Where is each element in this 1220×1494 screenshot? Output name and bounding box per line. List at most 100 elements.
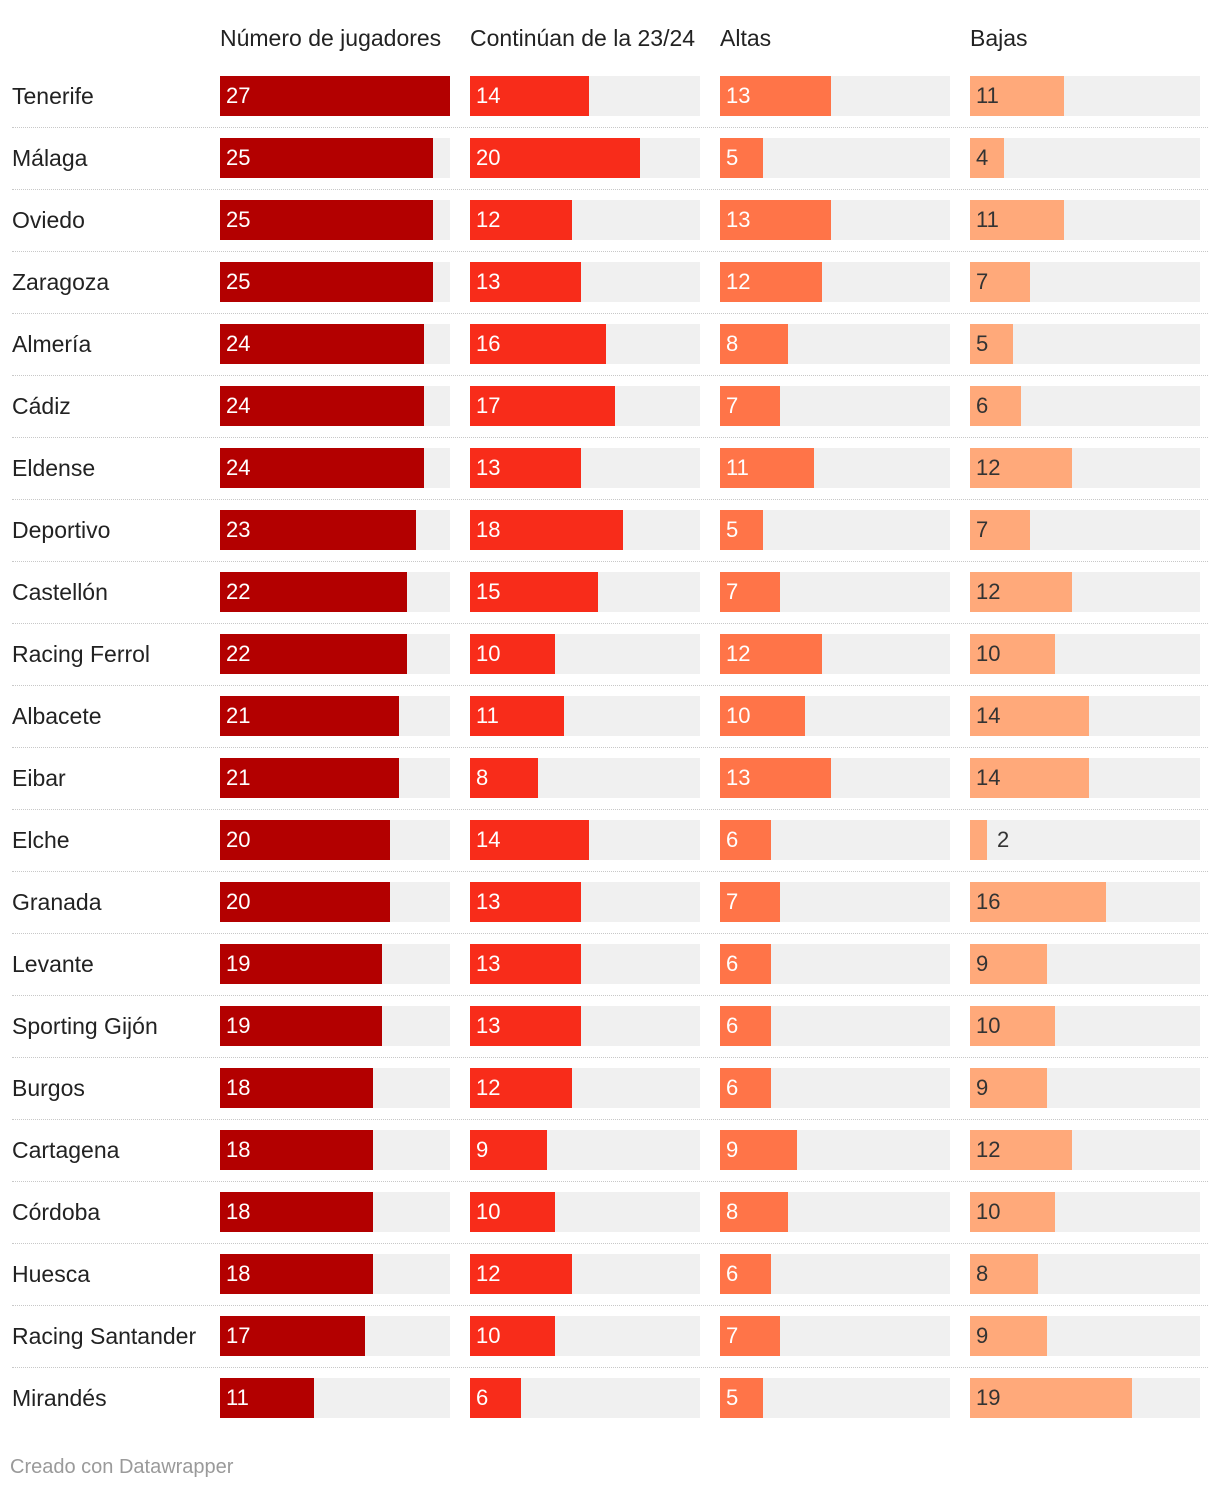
value-label: 20	[226, 827, 251, 852]
bar-track: 11	[470, 696, 700, 736]
row-divider	[12, 1119, 1208, 1120]
bar	[720, 448, 814, 488]
table-row: Mirandés 11 6 5 19	[12, 1378, 1208, 1440]
bar	[720, 820, 771, 860]
bar	[220, 758, 399, 798]
bar-track: 6	[720, 820, 950, 860]
bar	[470, 510, 623, 550]
bar-track: 5	[720, 138, 950, 178]
table-row: Tenerife 27 14 13 11	[12, 76, 1208, 138]
bar	[720, 572, 780, 612]
bar	[220, 1378, 314, 1418]
row-divider	[12, 313, 1208, 314]
value-label: 7	[976, 517, 989, 542]
value-label: 9	[976, 1323, 989, 1348]
bar	[720, 262, 822, 302]
bar-track: 10	[970, 1006, 1200, 1046]
row-divider	[12, 1243, 1208, 1244]
value-label: 22	[226, 641, 251, 666]
bar-track: 7	[970, 262, 1200, 302]
bar-track: 13	[470, 1006, 700, 1046]
value-label: 15	[476, 579, 501, 604]
row-divider	[12, 747, 1208, 748]
bar-track: 5	[720, 510, 950, 550]
bar-track: 8	[470, 758, 700, 798]
bar-track: 12	[470, 1254, 700, 1294]
bar	[220, 1254, 373, 1294]
bar	[470, 1130, 547, 1170]
bar	[720, 1316, 780, 1356]
value-label: 8	[726, 331, 739, 356]
team-name: Deportivo	[12, 517, 111, 543]
value-label: 12	[726, 269, 751, 294]
value-label: 12	[476, 207, 501, 232]
row-divider	[12, 189, 1208, 190]
bar	[970, 944, 1047, 984]
value-label: 13	[726, 207, 751, 232]
bar-track: 6	[470, 1378, 700, 1418]
value-label: 18	[226, 1075, 251, 1100]
bar-track: 11	[720, 448, 950, 488]
bar-track: 25	[220, 262, 450, 302]
bar	[970, 448, 1072, 488]
bar	[470, 76, 589, 116]
value-label: 18	[226, 1261, 251, 1286]
value-label: 7	[726, 1323, 739, 1348]
value-label: 2	[997, 827, 1010, 852]
value-label: 12	[976, 579, 1001, 604]
bar-track: 8	[720, 1192, 950, 1232]
bar	[970, 200, 1064, 240]
team-name: Oviedo	[12, 207, 85, 233]
row-divider	[12, 251, 1208, 252]
value-label: 12	[976, 1137, 1001, 1162]
bar	[470, 262, 581, 302]
value-label: 10	[476, 1323, 501, 1348]
bar	[970, 634, 1055, 674]
row-divider	[12, 933, 1208, 934]
team-name: Cádiz	[12, 393, 71, 419]
team-name: Mirandés	[12, 1385, 107, 1411]
value-label: 14	[476, 83, 501, 108]
team-name: Levante	[12, 951, 94, 977]
team-name: Zaragoza	[12, 269, 110, 295]
value-label: 19	[226, 1013, 251, 1038]
team-name: Burgos	[12, 1075, 85, 1101]
team-name: Eldense	[12, 455, 96, 481]
value-label: 12	[976, 455, 1001, 480]
bar-track: 24	[220, 324, 450, 364]
bar-track: 22	[220, 634, 450, 674]
bar-track: 10	[470, 1192, 700, 1232]
bar	[220, 1192, 373, 1232]
value-label: 10	[476, 1199, 501, 1224]
bar-track: 20	[220, 820, 450, 860]
bar	[720, 634, 822, 674]
value-label: 9	[726, 1137, 739, 1162]
value-label: 11	[476, 703, 499, 728]
bar-track: 12	[970, 572, 1200, 612]
row-divider	[12, 127, 1208, 128]
bar-track: 24	[220, 386, 450, 426]
bar	[720, 1254, 771, 1294]
bar-track: 6	[720, 1254, 950, 1294]
value-label: 8	[726, 1199, 739, 1224]
column-header: Altas	[720, 24, 772, 51]
table-row: Racing Santander 17 10 7 9	[12, 1316, 1208, 1378]
value-label: 8	[476, 765, 489, 790]
column-header: Bajas	[970, 24, 1028, 51]
row-divider	[12, 1181, 1208, 1182]
value-label: 11	[226, 1385, 249, 1410]
bar-track: 18	[220, 1254, 450, 1294]
value-label: 10	[726, 703, 751, 728]
bar	[220, 200, 433, 240]
value-label: 18	[226, 1199, 251, 1224]
team-name: Racing Santander	[12, 1323, 197, 1349]
bar	[970, 1192, 1055, 1232]
bar	[720, 200, 831, 240]
bar-track: 13	[470, 448, 700, 488]
bar-track: 16	[470, 324, 700, 364]
bar	[470, 944, 581, 984]
value-label: 6	[726, 1075, 739, 1100]
bar	[720, 696, 805, 736]
table-row: Deportivo 23 18 5 7	[12, 510, 1208, 572]
bar	[470, 324, 606, 364]
